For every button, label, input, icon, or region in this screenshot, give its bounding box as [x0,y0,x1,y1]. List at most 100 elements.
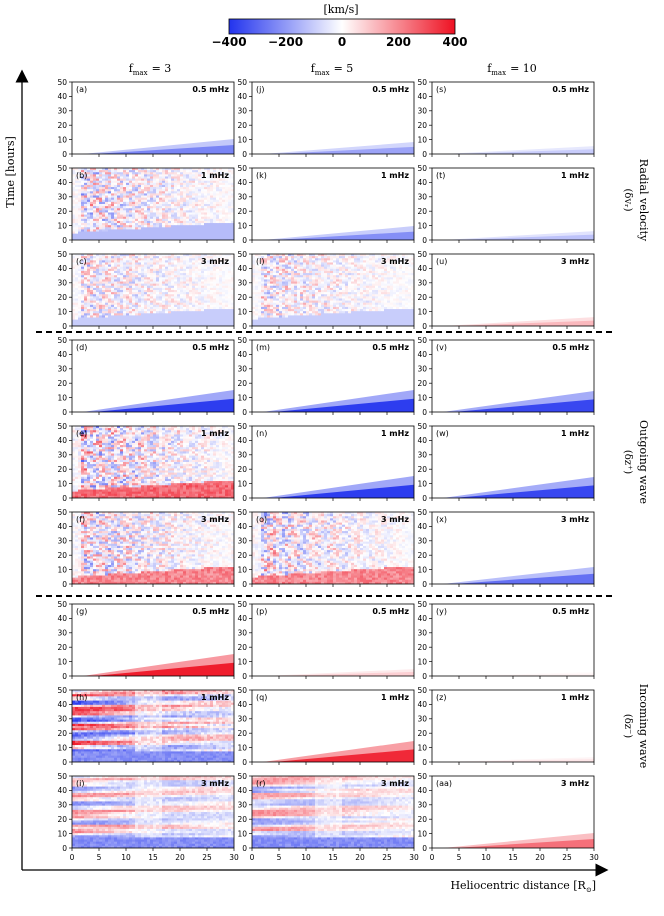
heatmap-cell [216,304,220,308]
heatmap-cell [174,201,178,205]
heatmap-cell [204,182,208,186]
heatmap-cell [177,432,181,435]
heatmap-cell [207,440,211,444]
heatmap-cell [138,302,142,306]
heatmap-cell [126,279,130,282]
heatmap-cell [120,193,124,196]
heatmap-cell [183,323,187,326]
heatmap-cell [216,191,220,194]
heatmap-cell [75,311,79,314]
heatmap-cell [81,313,85,316]
heatmap-cell [231,321,234,325]
heatmap-cell [123,438,127,442]
heatmap-cell [156,178,160,182]
heatmap-cell [93,197,97,201]
heatmap-cell [174,281,178,285]
heatmap-cell [171,298,175,301]
heatmap-cell [111,191,115,194]
heatmap-cell [225,449,229,452]
heatmap-cell [162,455,166,459]
heatmap-cell [195,306,199,310]
heatmap-cell [132,235,136,239]
heatmap-cell [183,470,187,473]
heatmap-cell [144,317,148,321]
heatmap-cell [231,436,234,440]
heatmap-cell [120,457,124,461]
heatmap-cell [186,317,190,321]
heatmap-cell [150,184,154,188]
heatmap-cell [207,273,211,276]
heatmap-cell [129,453,133,457]
heatmap-cell [78,170,82,173]
heatmap-cell [162,296,166,299]
heatmap-cell [72,283,76,287]
heatmap-cell [117,315,121,318]
heatmap-cell [156,455,160,459]
heatmap-cell [177,208,181,211]
heatmap-cell [87,229,91,232]
heatmap-cell [141,201,145,205]
heatmap-cell [81,302,85,306]
heatmap-cell [195,455,199,459]
heatmap-cell [87,187,91,190]
heatmap-cell [102,317,106,321]
heatmap-cell [171,237,175,240]
heatmap-cell [138,184,142,188]
heatmap-cell [132,220,136,224]
heatmap-cell [120,270,124,274]
heatmap-cell [126,223,130,226]
heatmap-cell [75,319,79,323]
heatmap-cell [120,204,124,207]
heatmap-cell [141,442,145,446]
heatmap-cell [156,426,160,429]
heatmap-cell [162,470,166,473]
heatmap-cell [135,426,139,429]
heatmap-cell [204,229,208,232]
heatmap-cell [117,220,121,224]
heatmap-cell [129,457,133,461]
heatmap-cell [201,432,205,435]
heatmap-cell [147,264,151,268]
heatmap-cell [204,449,208,452]
heatmap-cell [126,281,130,285]
heatmap-cell [141,197,145,201]
heatmap-cell [78,317,82,321]
heatmap-cell [150,170,154,173]
heatmap-cell [150,180,154,184]
heatmap-cell [177,290,181,293]
heatmap-cell [120,201,124,205]
heatmap-cell [192,304,196,308]
heatmap-cell [84,258,88,261]
heatmap-cell [96,309,100,312]
heatmap-cell [186,281,190,285]
heatmap-cell [195,313,199,316]
heatmap-cell [159,453,163,457]
heatmap-cell [114,204,118,207]
heatmap-cell [195,218,199,222]
heatmap-cell [81,277,85,280]
heatmap-cell [72,223,76,226]
heatmap-cell [99,273,103,276]
heatmap-cell [210,233,214,237]
heatmap-cell [96,449,100,452]
heatmap-cell [225,273,229,276]
heatmap-cell [72,466,76,469]
heatmap-cell [87,459,91,463]
heatmap-cell [72,191,76,194]
heatmap-cell [195,453,199,457]
heatmap-cell [90,168,94,171]
heatmap-cell [132,256,136,259]
heatmap-cell [90,262,94,265]
heatmap-cell [195,231,199,235]
heatmap-cell [207,277,211,280]
heatmap-cell [99,453,103,457]
heatmap-cell [108,195,112,199]
heatmap-cell [132,197,136,201]
heatmap-cell [180,447,184,450]
heatmap-cell [147,296,151,299]
heatmap-cell [108,182,112,186]
heatmap-cell [183,225,187,228]
heatmap-cell [147,195,151,199]
heatmap-cell [201,279,205,282]
heatmap-cell [168,233,172,237]
